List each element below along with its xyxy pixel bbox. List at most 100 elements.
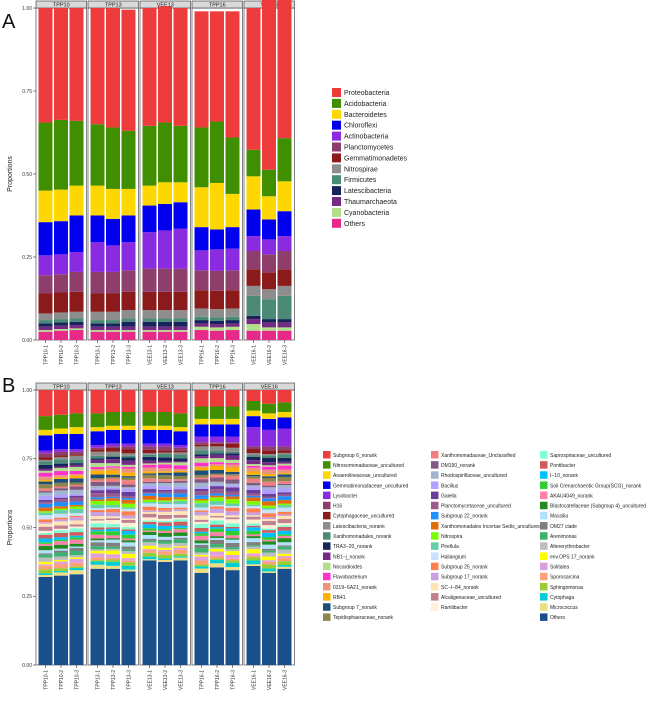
bar-segment	[210, 464, 224, 467]
bar-segment	[277, 469, 292, 473]
bar-segment	[158, 452, 172, 455]
bar-segment	[142, 520, 157, 522]
bar-segment	[194, 552, 209, 555]
x-tick-label: TPP10-3	[74, 670, 80, 690]
bar-segment	[194, 316, 209, 321]
legend-label: Others	[344, 221, 366, 228]
legend-key	[540, 461, 548, 469]
bar-segment	[158, 472, 172, 476]
bar-segment	[142, 453, 157, 455]
bar-segment	[225, 530, 240, 536]
bar-segment	[142, 443, 157, 447]
bar-segment	[90, 413, 105, 428]
legend-label: Chloroflexi	[344, 123, 378, 130]
bar-segment	[262, 474, 276, 477]
bar-segment	[277, 525, 292, 527]
bar-segment	[38, 429, 53, 436]
bar-segment	[38, 435, 53, 451]
bar-segment	[121, 538, 136, 541]
y-axis-title: Proportions	[7, 509, 14, 545]
bar-segment	[69, 504, 84, 507]
bar-segment	[277, 561, 292, 565]
bar-segment	[225, 137, 240, 194]
legend-label: Tepidisphaeraceae_norank	[333, 615, 394, 621]
bar-segment	[106, 271, 120, 294]
legend-label: Bacillus	[441, 483, 459, 489]
bar-segment	[121, 491, 136, 496]
bar-segment	[38, 522, 53, 524]
bar-segment	[246, 236, 261, 252]
legend-key	[540, 552, 548, 560]
bar-segment	[69, 451, 84, 455]
bar-segment	[158, 514, 172, 519]
bar-segment	[225, 193, 240, 228]
bar-segment	[90, 8, 105, 125]
bar-segment	[194, 308, 209, 317]
bar-segment	[246, 482, 261, 486]
bar-segment	[262, 560, 276, 562]
bar-segment	[142, 511, 157, 514]
bar-segment	[262, 537, 276, 540]
bar-segment	[54, 494, 68, 498]
bar-segment	[106, 507, 120, 510]
y-tick-label: 0.25	[22, 594, 32, 600]
legend-label: Nocardioides	[333, 564, 363, 570]
bar-segment	[210, 229, 224, 250]
bar-segment	[210, 539, 224, 545]
bar-segment	[54, 519, 68, 522]
bar-segment	[194, 406, 209, 419]
bar-segment	[54, 459, 68, 464]
bar-segment	[173, 447, 188, 451]
legend-key	[540, 593, 548, 601]
bar-segment	[54, 488, 68, 491]
bar-segment	[194, 491, 209, 496]
bar-segment	[69, 466, 84, 471]
bar-segment	[38, 564, 53, 566]
bar-segment	[225, 499, 240, 504]
y-tick-label: 1.00	[22, 6, 32, 12]
bar-segment	[90, 323, 105, 327]
bar-segment	[194, 444, 209, 447]
bar-segment	[38, 472, 53, 477]
bar-segment	[225, 491, 240, 495]
bar-segment	[69, 551, 84, 556]
bar-segment	[69, 557, 84, 559]
bar-segment	[142, 390, 157, 412]
legend-key	[323, 511, 331, 520]
bar-segment	[194, 495, 209, 499]
bar-segment	[121, 457, 136, 461]
bar-segment	[277, 481, 292, 484]
bar-segment	[194, 482, 209, 488]
bar-segment	[121, 495, 136, 499]
bar-segment	[194, 446, 209, 451]
bar-segment	[90, 478, 105, 480]
bar-segment	[90, 561, 105, 565]
bar-segment	[210, 548, 224, 552]
bar-segment	[106, 188, 120, 219]
bar-segment	[246, 471, 261, 475]
bar-segment	[69, 427, 84, 434]
legend-label: Subgroup 25_norank	[441, 564, 488, 570]
bar-segment	[277, 476, 292, 482]
x-tick-label: TPP10-1	[43, 345, 49, 365]
bar-segment	[158, 412, 172, 426]
bar-segment	[225, 539, 240, 543]
bar-segment	[194, 330, 209, 340]
bar-segment	[262, 501, 276, 506]
bar-segment	[225, 467, 240, 472]
x-tick-label: TPP16-1	[199, 670, 205, 690]
bar-segment	[246, 546, 261, 550]
bar-segment	[225, 494, 240, 497]
bar-segment	[106, 535, 120, 539]
bar-segment	[54, 455, 68, 457]
legend-key	[540, 491, 548, 500]
bar-segment	[158, 559, 172, 562]
bar-segment	[54, 434, 68, 450]
bar-segment	[142, 524, 157, 529]
bar-segment	[225, 474, 240, 476]
bar-segment	[142, 483, 157, 486]
bar-segment	[277, 457, 292, 462]
bar-segment	[246, 512, 261, 516]
bar-segment	[121, 331, 136, 340]
bar-segment	[277, 538, 292, 543]
